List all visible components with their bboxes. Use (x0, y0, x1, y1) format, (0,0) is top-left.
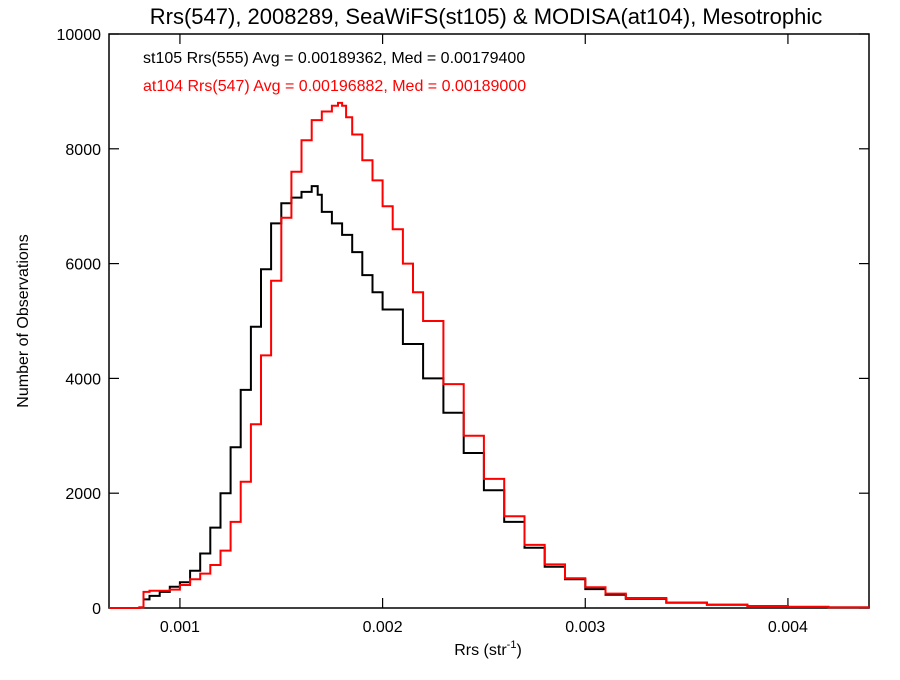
chart-title: Rrs(547), 2008289, SeaWiFS(st105) & MODI… (150, 4, 823, 29)
y-tick-label: 4000 (65, 371, 101, 388)
x-axis-label-text: Rrs (str (454, 642, 507, 659)
x-axis-ticks: 0.001 0.002 0.003 0.004 (160, 34, 808, 636)
legend-entry-at104: at104 Rrs(547) Avg = 0.00196882, Med = 0… (143, 78, 526, 95)
x-tick-label: 0.002 (363, 619, 403, 636)
y-tick-label: 2000 (65, 486, 101, 503)
legend-entry-st105: st105 Rrs(555) Avg = 0.00189362, Med = 0… (143, 50, 525, 67)
x-axis-label-close: ) (516, 642, 521, 659)
series-at104-line (109, 101, 870, 609)
y-tick-label: 0 (92, 601, 101, 618)
y-axis-ticks: 0 2000 4000 6000 8000 10000 (57, 27, 869, 618)
y-tick-label: 10000 (57, 27, 102, 44)
series-st105-line (109, 185, 870, 609)
x-axis-label-superscript: -1 (507, 639, 517, 651)
y-tick-label: 6000 (65, 257, 101, 274)
x-tick-label: 0.004 (768, 619, 808, 636)
x-tick-label: 0.001 (160, 619, 200, 636)
plot-frame (108, 33, 870, 609)
y-tick-label: 8000 (65, 142, 101, 159)
y-axis-label: Number of Observations (15, 234, 32, 407)
x-tick-label: 0.003 (565, 619, 605, 636)
x-axis-label: Rrs (str-1) (454, 639, 522, 659)
series-group (109, 101, 870, 609)
